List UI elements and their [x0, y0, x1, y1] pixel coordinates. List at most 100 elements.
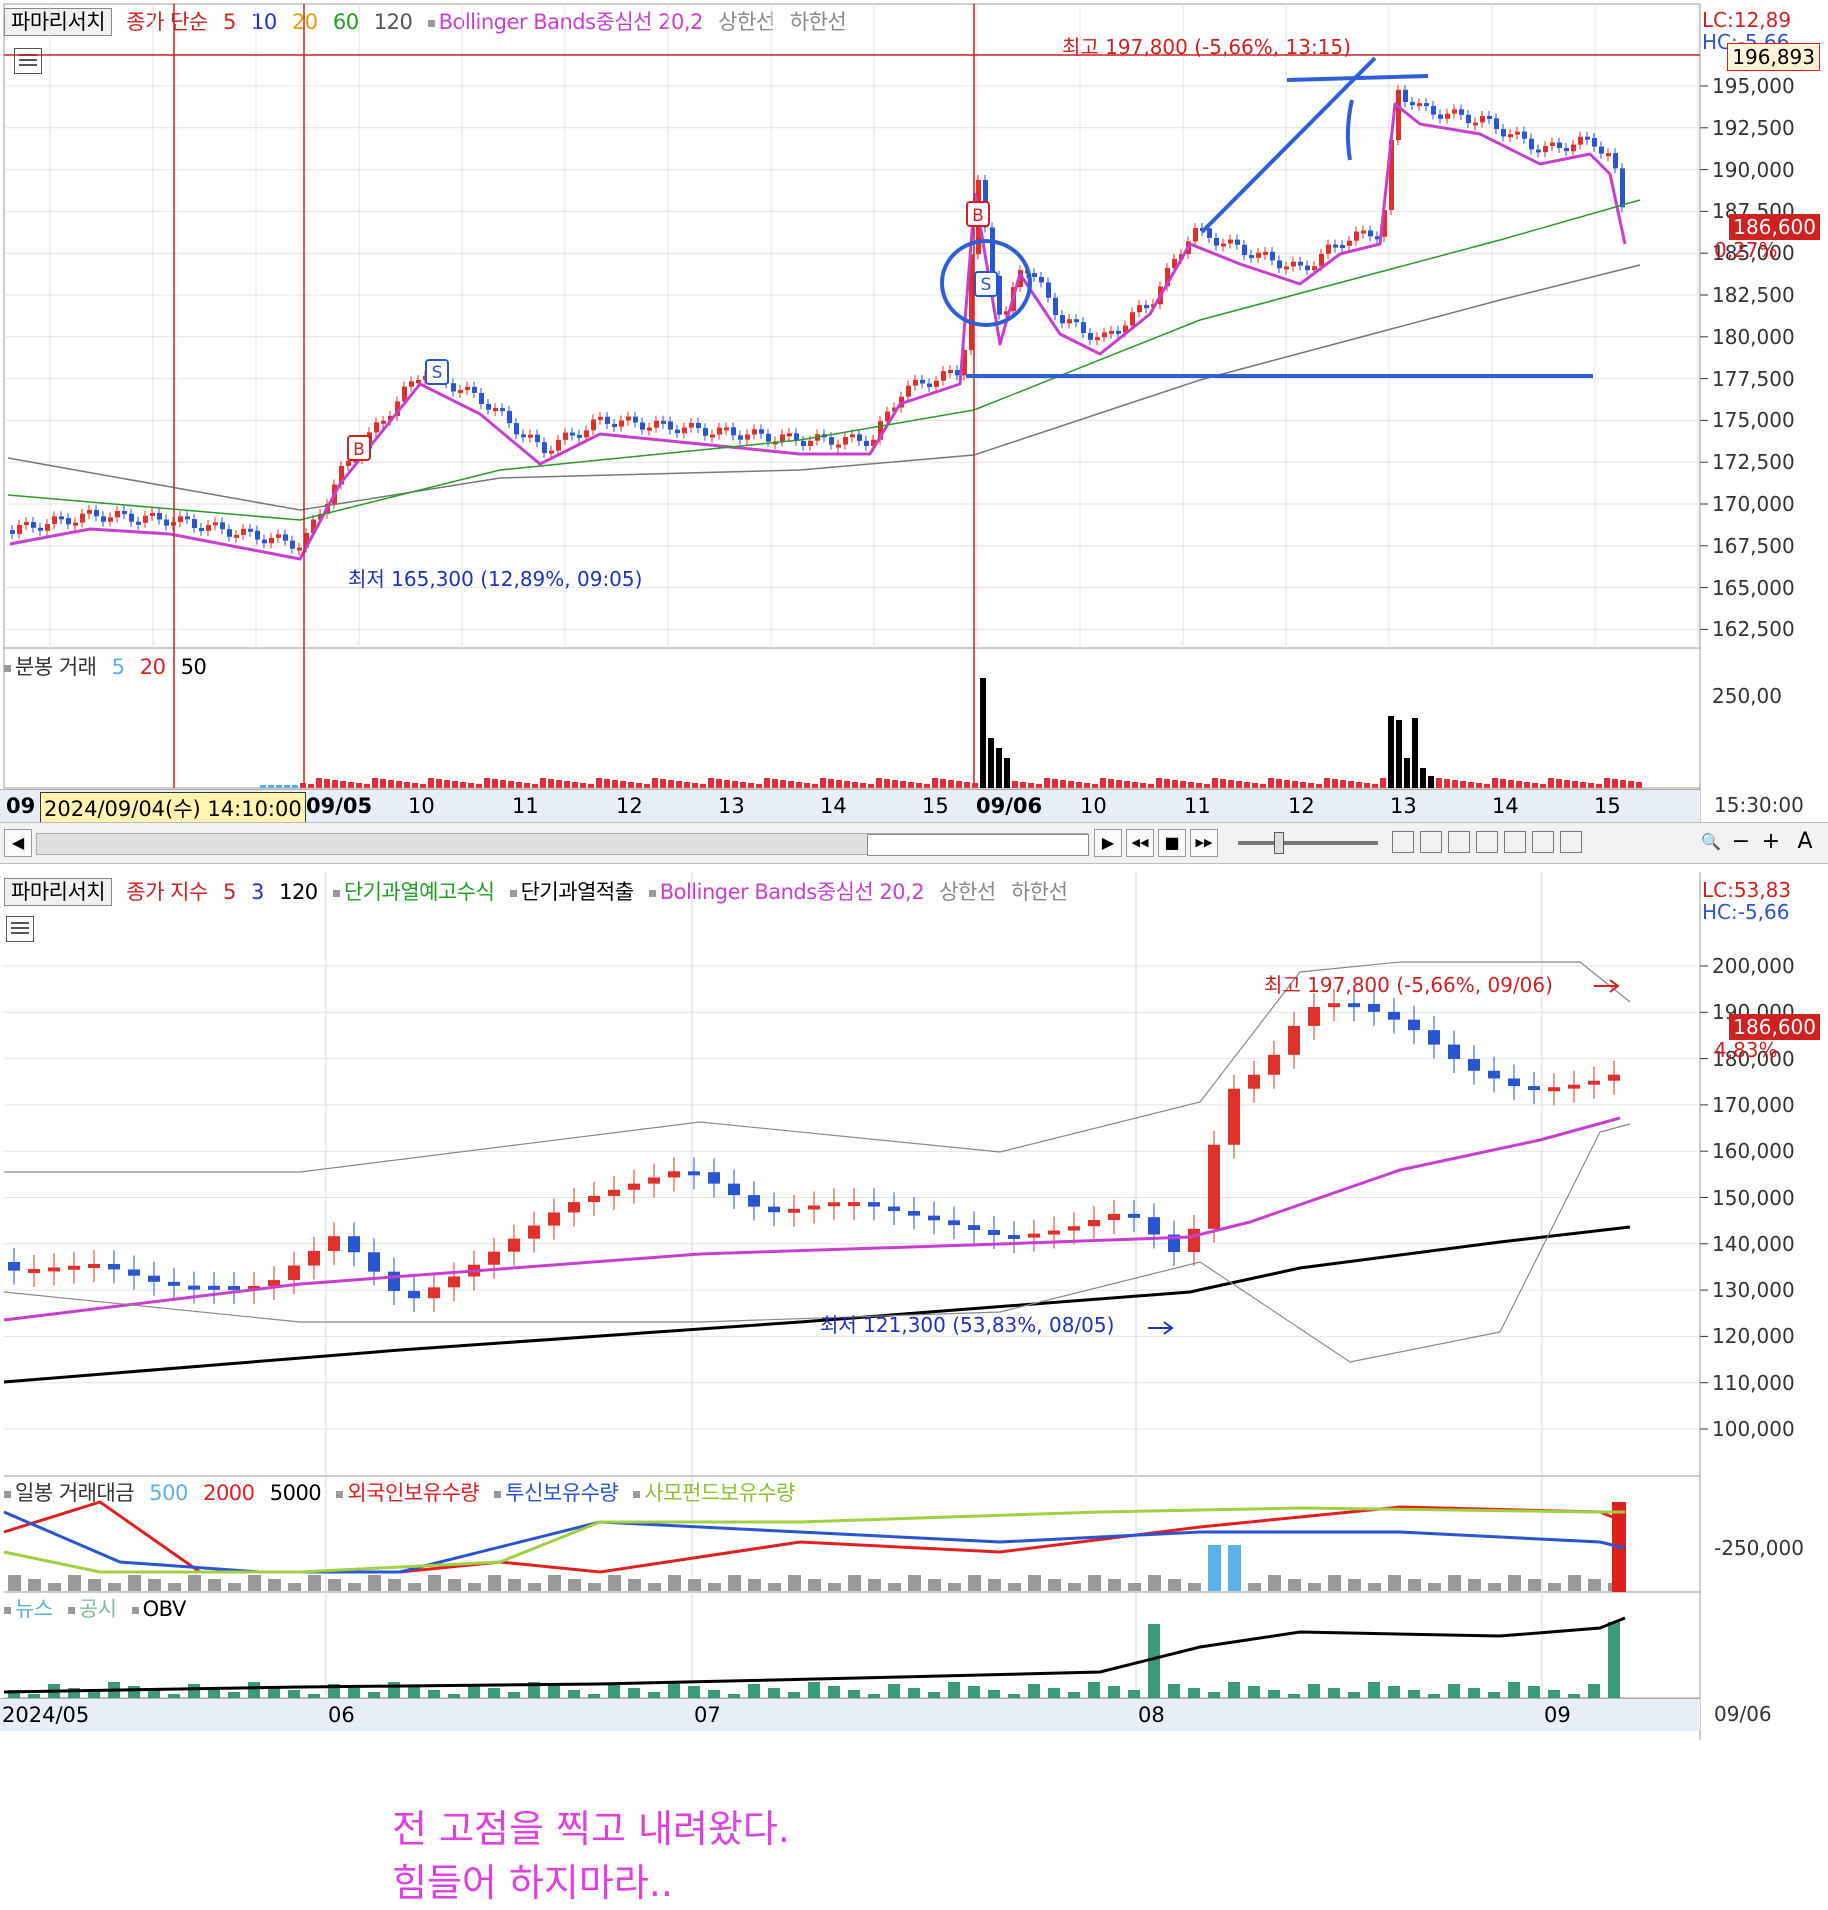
bb-upper-label: 상한선 — [939, 880, 996, 904]
intraday-price-plot[interactable]: B S B S 최고 197,800 (-5,66%, 13:15) 최저 16… — [0, 0, 1828, 822]
obv-label[interactable]: OBV — [142, 1597, 187, 1621]
trust-holding-label[interactable]: 투신보유수량 — [505, 1481, 619, 1505]
tool-icon[interactable] — [1504, 831, 1526, 853]
high-line-tag: 196,893 — [1727, 43, 1820, 71]
x-label: 10 — [1080, 794, 1107, 818]
stock-menu-button[interactable]: 파마리서치 — [4, 878, 113, 906]
price-tick: 100,000 — [1712, 1417, 1795, 1441]
change-label: 4,83% — [1714, 1038, 1778, 1062]
svg-text:S: S — [981, 275, 992, 295]
bb-upper-label: 상한선 — [718, 10, 775, 34]
price-tick: 165,000 — [1712, 575, 1795, 600]
text-tool-button[interactable]: A — [1797, 829, 1813, 854]
indicator-icon — [131, 1606, 139, 1614]
drawing-tools — [1392, 831, 1682, 855]
price-tick: 200,000 — [1712, 954, 1795, 978]
indicator-icon — [633, 1490, 641, 1498]
price-tick: 167,500 — [1712, 533, 1795, 558]
ma-period-20[interactable]: 20 — [291, 10, 318, 34]
zoom-slider[interactable] — [1238, 832, 1378, 854]
price-tick: 182,500 — [1712, 283, 1795, 307]
scrollbar-thumb[interactable] — [867, 834, 1089, 856]
news-label[interactable]: 뉴스 — [15, 1597, 53, 1621]
annotation-line-1: 전 고점을 찍고 내려왔다. — [392, 1807, 790, 1851]
current-price-tag: 186,600 — [1729, 214, 1820, 240]
ma-period-120[interactable]: 120 — [279, 880, 318, 904]
intraday-chart-panel[interactable]: 파마리서치 종가 단순 5 10 20 60 120 Bollinger Ban… — [0, 0, 1828, 824]
vol-period-20[interactable]: 20 — [139, 655, 166, 679]
price-tick: 177,500 — [1712, 366, 1795, 391]
amount-label[interactable]: 일봉 거래대금 — [15, 1481, 135, 1505]
max-arrow-icon — [1594, 979, 1620, 993]
x-label: 15 — [1594, 794, 1621, 818]
indicator-2[interactable]: 단기과열적출 — [520, 880, 634, 904]
search-icon[interactable]: 🔍 — [1701, 832, 1721, 851]
tool-icon[interactable] — [1476, 831, 1498, 853]
ma-period-5[interactable]: 5 — [222, 880, 236, 904]
ma-period-60[interactable]: 60 — [332, 10, 359, 34]
notice-label[interactable]: 공시 — [78, 1597, 117, 1621]
price-tick: 172,500 — [1712, 450, 1795, 475]
indicator-icon — [4, 1490, 11, 1498]
amount-period-500[interactable]: 500 — [149, 1481, 188, 1505]
play-button[interactable]: ▶ — [1094, 829, 1122, 857]
ma-period-120[interactable]: 120 — [373, 10, 413, 34]
x-label: 14 — [820, 794, 847, 818]
vol-period-50[interactable]: 50 — [180, 655, 207, 679]
indicator-1[interactable]: 단기과열예고수식 — [343, 880, 495, 904]
daily-chart-panel[interactable]: 파마리서치 종가 지수 5 3 120 단기과열예고수식 단기과열적출 Boll… — [0, 872, 1828, 1905]
volume-label[interactable]: 분봉 거래 — [15, 655, 97, 679]
tool-icon[interactable] — [1420, 831, 1442, 853]
daily-price-plot[interactable]: 최고 197,800 (-5,66%, 09/06) 최저 121,300 (5… — [0, 872, 1828, 1740]
lc-label: LC:53,83 — [1702, 878, 1792, 902]
current-price-tag: 186,600 — [1729, 1014, 1820, 1040]
sell-marker-1: S — [425, 359, 449, 385]
foreign-holding-label[interactable]: 외국인보유수량 — [347, 1481, 480, 1505]
zoom-out-button[interactable]: − — [1731, 829, 1751, 854]
tool-icon[interactable] — [1392, 831, 1414, 853]
tool-icon[interactable] — [1560, 831, 1582, 853]
max-price-label: 최고 197,800 (-5,66%, 13:15) — [1062, 35, 1351, 59]
amount-period-5000[interactable]: 5000 — [269, 1481, 322, 1505]
stock-menu-button[interactable]: 파마리서치 — [4, 8, 113, 36]
annotation-line-2: 힘들어 하지마라.. — [392, 1861, 673, 1905]
indicator-icon — [332, 889, 340, 897]
bb-label[interactable]: Bollinger Bands중심선 20,2 — [659, 880, 925, 904]
change-label: 0,27% — [1714, 238, 1778, 262]
price-tick: 160,000 — [1712, 1139, 1795, 1164]
bb-label[interactable]: Bollinger Bands중심선 20,2 — [438, 10, 704, 34]
cursor-time-box: 2024/09/04(수) 14:10:00 — [40, 792, 306, 824]
x-label: 2024/05 — [2, 1703, 90, 1727]
chart-toolbar: ◀ ▶ ◀◀ ■ ▶▶ 🔍 − + A — [0, 822, 1828, 864]
price-tick: 185,000 — [1712, 241, 1795, 266]
chart-settings-icon[interactable] — [6, 916, 34, 942]
x-label: 15 — [922, 794, 949, 818]
tool-icon[interactable] — [1448, 831, 1470, 853]
indicator-icon — [509, 889, 517, 897]
fast-forward-button[interactable]: ▶▶ — [1190, 829, 1218, 857]
x-label: 10 — [408, 794, 435, 818]
svg-text:B: B — [972, 206, 984, 226]
ma-period-3[interactable]: 3 — [251, 880, 264, 904]
tool-icon[interactable] — [1532, 831, 1554, 853]
ma-period-5[interactable]: 5 — [222, 10, 236, 34]
scrollbar-track[interactable] — [36, 833, 1089, 856]
last-time-label: 15:30:00 — [1714, 793, 1804, 817]
trend-arrow-head — [1286, 74, 1429, 161]
zoom-slider-handle[interactable] — [1274, 832, 1284, 854]
scroll-left-button[interactable]: ◀ — [4, 829, 32, 857]
min-price-label: 최저 165,300 (12,89%, 09:05) — [348, 567, 642, 591]
ma-period-10[interactable]: 10 — [251, 10, 277, 34]
news-legend: 뉴스 공시 OBV — [4, 1596, 195, 1622]
stop-button[interactable]: ■ — [1158, 829, 1186, 857]
x-label: 07 — [694, 1703, 721, 1727]
amount-period-2000[interactable]: 2000 — [203, 1481, 255, 1505]
ma-label: 종가 단순 — [126, 10, 208, 34]
last-date-label: 09/06 — [1714, 1702, 1772, 1726]
vol-period-5[interactable]: 5 — [111, 655, 125, 679]
price-tick: 170,000 — [1712, 492, 1795, 516]
zoom-in-button[interactable]: + — [1761, 829, 1781, 854]
lc-label: LC:12,89 — [1702, 8, 1792, 32]
pef-holding-label[interactable]: 사모펀드보유수량 — [644, 1481, 795, 1505]
rewind-button[interactable]: ◀◀ — [1126, 829, 1154, 857]
